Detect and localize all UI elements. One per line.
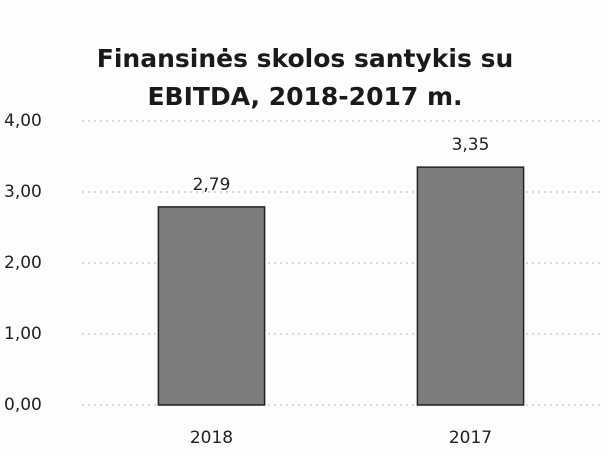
y-tick-label: 0,00 — [4, 395, 42, 415]
chart-title: Finansinės skolos santykis su EBITDA, 20… — [96, 44, 514, 111]
y-tick-label: 4,00 — [4, 111, 42, 131]
data-label: 3,35 — [452, 135, 490, 155]
y-tick-label: 1,00 — [4, 324, 42, 344]
data-label: 2,79 — [193, 175, 231, 195]
bar — [157, 206, 266, 406]
x-tick-label: 2017 — [449, 428, 492, 448]
y-tick-label: 2,00 — [4, 253, 42, 273]
y-tick-label: 3,00 — [4, 182, 42, 202]
x-tick-label: 2018 — [190, 428, 233, 448]
bar — [416, 166, 525, 406]
